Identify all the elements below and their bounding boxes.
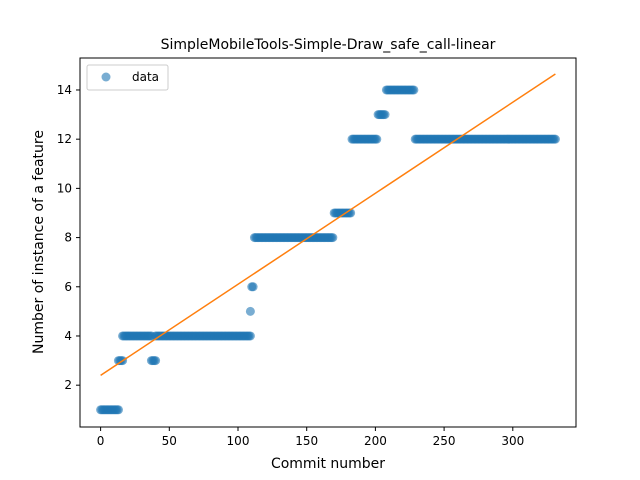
x-tick-label: 50 — [162, 434, 177, 448]
legend-label: data — [132, 70, 159, 84]
x-tick-label: 100 — [227, 434, 250, 448]
data-point — [550, 134, 560, 144]
x-axis-label: Commit number — [271, 456, 385, 472]
y-tick-label: 2 — [64, 378, 72, 392]
y-tick-label: 12 — [57, 132, 72, 146]
y-tick-label: 6 — [64, 280, 72, 294]
legend-box — [86, 64, 169, 91]
y-tick-label: 8 — [64, 231, 72, 245]
data-point — [328, 233, 338, 243]
legend: data — [86, 64, 169, 91]
data-point — [409, 85, 419, 95]
data-point — [245, 306, 255, 316]
y-tick-label: 14 — [57, 83, 72, 97]
chart-title: SimpleMobileTools-Simple-Draw_safe_call-… — [161, 37, 496, 53]
y-tick-label: 4 — [64, 329, 72, 343]
plot-frame — [79, 57, 577, 428]
x-tick-label: 300 — [501, 434, 524, 448]
data-point — [248, 282, 258, 292]
fit-line — [100, 73, 556, 376]
fit-line-layer — [100, 73, 556, 376]
x-tick-label: 0 — [97, 434, 105, 448]
data-point — [113, 405, 123, 415]
data-points — [96, 85, 560, 415]
x-tick-label: 200 — [364, 434, 387, 448]
legend-marker — [101, 72, 111, 82]
data-point — [372, 134, 382, 144]
y-axis-label: Number of instance of a feature — [31, 130, 47, 354]
y-tick-label: 10 — [57, 181, 72, 195]
data-point — [245, 331, 255, 341]
x-tick-label: 250 — [433, 434, 456, 448]
x-axis-ticks: 0 50 100 150 200 250 300 — [97, 427, 524, 448]
data-point — [151, 356, 161, 366]
data-point — [380, 110, 390, 120]
x-tick-label: 150 — [295, 434, 318, 448]
y-axis-ticks: 2 4 6 8 10 12 14 — [57, 83, 80, 392]
